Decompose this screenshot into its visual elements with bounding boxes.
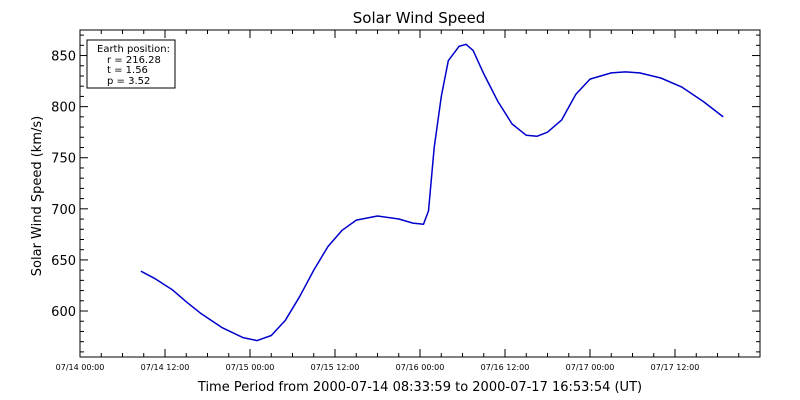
x-tick-label: 07/15 00:00 — [226, 363, 275, 372]
legend-p-value: p = 3.52 — [107, 76, 150, 87]
chart-title: Solar Wind Speed — [353, 9, 485, 27]
legend-heading: Earth position: — [97, 44, 170, 55]
y-tick-label: 800 — [51, 101, 76, 116]
x-tick-label: 07/17 12:00 — [651, 363, 700, 372]
legend-t-value: t = 1.56 — [107, 65, 148, 76]
plot-frame — [79, 29, 761, 358]
axis-ticks: 600 650 700 750 800 850 07/14 00:00 07/14 12:00… — [51, 30, 761, 372]
x-tick-label: 07/15 12:00 — [311, 363, 360, 372]
x-tick-label: 07/17 00:00 — [566, 363, 615, 372]
series-layer — [140, 43, 724, 342]
series-line — [140, 43, 724, 342]
y-tick-label: 600 — [51, 305, 76, 320]
legend-box: Earth position: r = 216.28 t = 1.56 p = … — [86, 39, 176, 89]
y-tick-label: 750 — [51, 152, 76, 167]
legend-r-value: r = 216.28 — [107, 55, 161, 66]
y-tick-label: 700 — [51, 203, 76, 218]
y-axis-label: Solar Wind Speed (km/s) — [30, 116, 45, 276]
y-tick-label: 650 — [51, 254, 76, 269]
x-tick-label: 07/16 12:00 — [481, 363, 530, 372]
x-axis-label: Time Period from 2000-07-14 08:33:59 to … — [197, 380, 642, 395]
legend-frame — [86, 39, 176, 89]
x-tick-label: 07/14 00:00 — [56, 363, 105, 372]
x-tick-label: 07/14 12:00 — [141, 363, 190, 372]
y-tick-label: 850 — [51, 50, 76, 65]
x-tick-label: 07/16 00:00 — [396, 363, 445, 372]
